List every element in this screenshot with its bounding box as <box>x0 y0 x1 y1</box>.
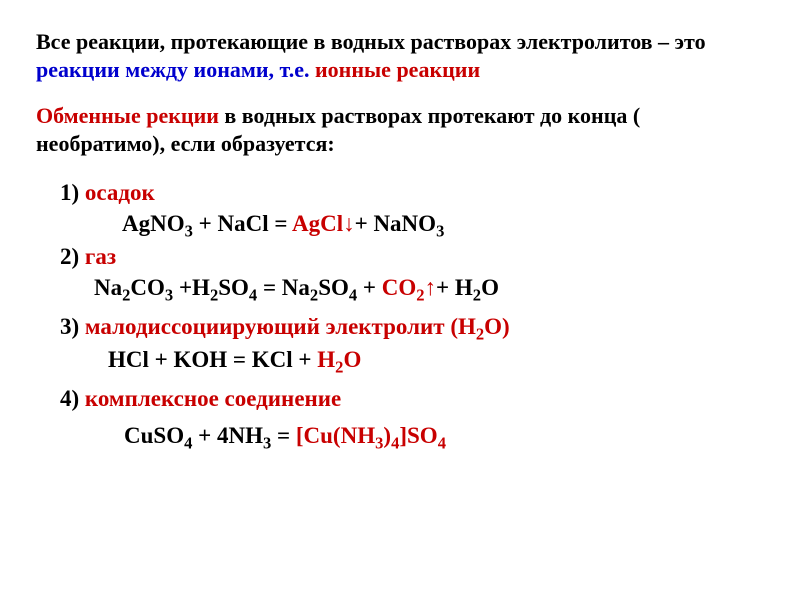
i1-eq-left: AgNO3 <box>122 211 193 236</box>
i2-num: 2) <box>60 244 85 269</box>
item-3-equation: HCl + KOH = KCl + H2O <box>60 344 764 375</box>
item-3-label: 3) малодиссоциирующий электролит (Н2О) <box>60 311 764 342</box>
i4-eq-a: CuSO4 + 4NH3 = <box>124 423 296 448</box>
i4-eq-prod: [Cu(NH3)4]SO4 <box>296 423 446 448</box>
i2-eq-a: Na2CO3 +H2SO4 = Na2SO4 + <box>94 275 382 300</box>
i1-num: 1) <box>60 180 85 205</box>
p1-seg3: ионные реакции <box>315 57 480 82</box>
item-2-equation: Na2CO3 +H2SO4 = Na2SO4 + CO2↑+ H2O <box>60 272 764 303</box>
i4-label: комплексное соединение <box>85 386 341 411</box>
item-2-label: 2) газ <box>60 241 764 272</box>
item-1-equation: AgNO3 + NaCl = AgCl↓+ NaNO3 <box>60 208 764 239</box>
i2-eq-end: + H2O <box>436 275 499 300</box>
intro-paragraph-1: Все реакции, протекающие в водных раство… <box>36 28 764 84</box>
p1-seg1: Все реакции, протекающие в водных раство… <box>36 29 706 54</box>
i3-eq-prod: H2O <box>317 347 361 372</box>
p2-seg1: Обменные рекции <box>36 103 219 128</box>
p1-seg2: реакции между ионами, т.е. <box>36 57 315 82</box>
conditions-list: 1) осадок AgNO3 + NaCl = AgCl↓+ NaNO3 2)… <box>36 177 764 451</box>
i2-label: газ <box>85 244 116 269</box>
i3-eq-a: HCl + KOH = KCl + <box>108 347 317 372</box>
i1-eq-right: + NaNO3 <box>355 211 445 236</box>
item-4-label: 4) комплексное соединение <box>60 383 764 414</box>
i1-label: осадок <box>85 180 155 205</box>
i3-num: 3) <box>60 314 85 339</box>
item-1-label: 1) осадок <box>60 177 764 208</box>
i1-eq-mid: + NaCl = <box>193 211 292 236</box>
item-4-equation: CuSO4 + 4NH3 = [Cu(NH3)4]SO4 <box>60 420 764 451</box>
i2-eq-prod: CO2↑ <box>382 275 436 300</box>
intro-paragraph-2: Обменные рекции в водных растворах проте… <box>36 102 764 158</box>
i4-num: 4) <box>60 386 85 411</box>
i3-label: малодиссоциирующий электролит (Н2О) <box>85 314 510 339</box>
i1-eq-prod: AgCl↓ <box>292 211 355 236</box>
